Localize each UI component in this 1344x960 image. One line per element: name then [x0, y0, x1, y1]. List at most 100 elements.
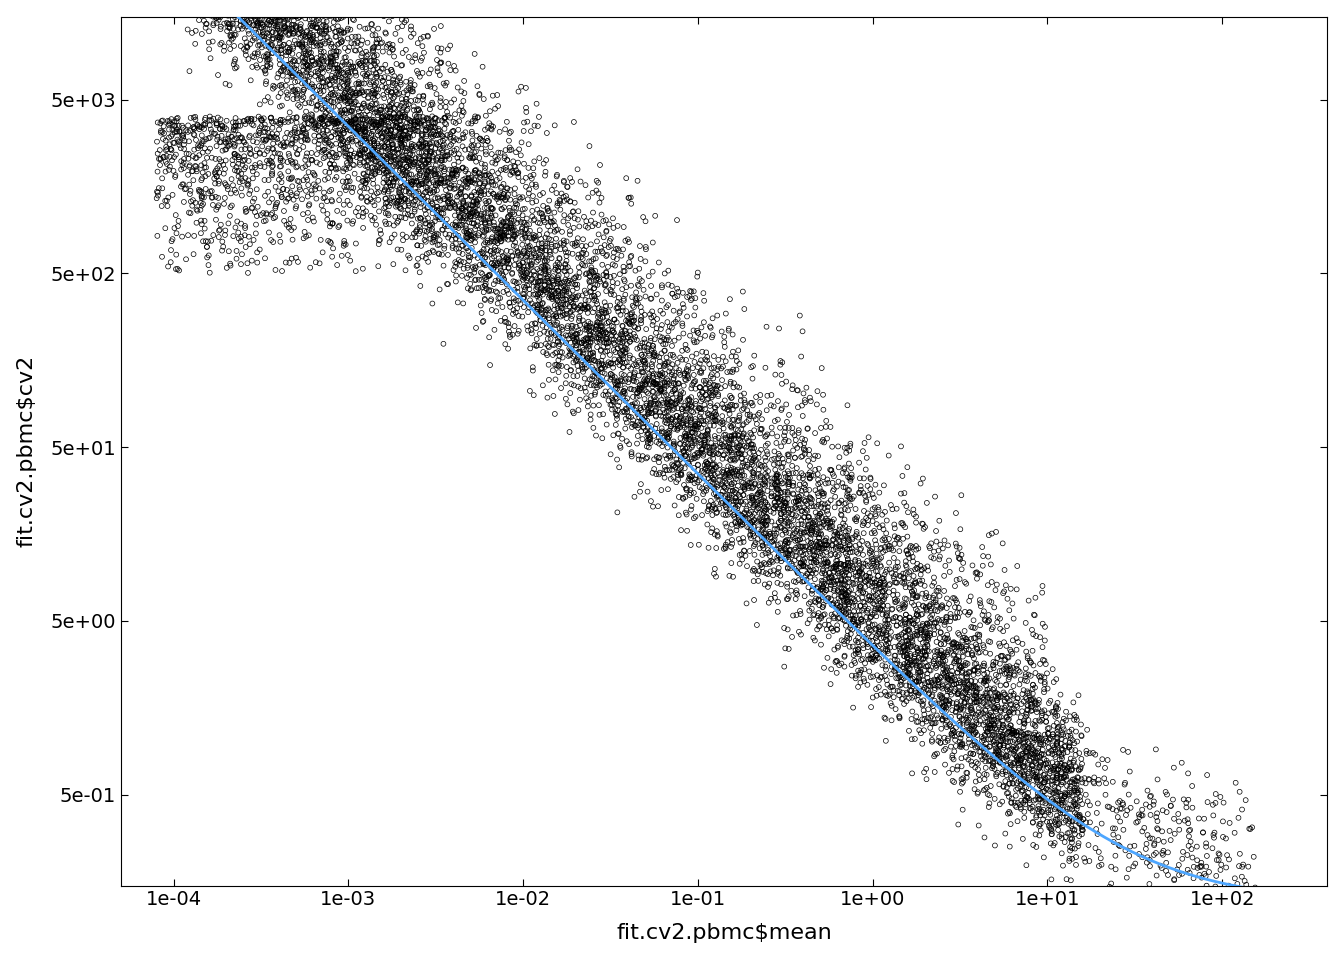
Point — [870, 626, 891, 641]
Point — [312, 70, 333, 85]
Point — [1062, 835, 1083, 851]
Point — [257, 46, 278, 61]
Point — [473, 284, 495, 300]
Point — [602, 250, 624, 265]
Point — [409, 145, 430, 160]
Point — [1047, 708, 1068, 724]
Point — [224, 10, 246, 25]
Point — [700, 396, 722, 411]
Point — [644, 348, 665, 363]
Point — [633, 339, 655, 354]
Point — [677, 343, 699, 358]
Point — [840, 436, 862, 451]
Point — [624, 418, 645, 433]
Point — [703, 371, 724, 386]
Point — [855, 489, 876, 504]
Point — [304, 133, 325, 149]
Point — [270, 50, 292, 65]
Point — [304, 167, 325, 182]
Point — [371, 116, 392, 132]
Point — [401, 177, 422, 192]
Point — [821, 518, 843, 534]
Point — [785, 540, 806, 556]
Point — [1000, 755, 1021, 770]
Point — [398, 196, 419, 211]
Point — [745, 491, 766, 506]
Point — [358, 148, 379, 163]
Point — [484, 255, 505, 271]
Point — [957, 699, 978, 714]
Point — [856, 677, 878, 692]
Point — [634, 289, 656, 304]
Point — [165, 147, 187, 162]
Point — [573, 257, 594, 273]
Point — [343, 12, 364, 27]
Point — [271, 189, 293, 204]
Point — [419, 79, 441, 94]
Point — [309, 35, 331, 50]
Point — [620, 250, 641, 265]
Point — [719, 388, 741, 403]
Point — [527, 277, 548, 293]
Point — [504, 186, 526, 202]
Point — [845, 544, 867, 560]
Point — [892, 660, 914, 675]
Point — [612, 354, 633, 370]
Point — [409, 166, 430, 181]
Point — [999, 693, 1020, 708]
Point — [824, 581, 845, 596]
Point — [482, 246, 504, 261]
Point — [628, 383, 649, 398]
Point — [328, 90, 349, 106]
Point — [899, 610, 921, 625]
Point — [645, 467, 667, 482]
Point — [732, 488, 754, 503]
Point — [233, 154, 254, 169]
Point — [684, 475, 706, 491]
Point — [702, 388, 723, 403]
Point — [1030, 823, 1051, 838]
Point — [337, 174, 359, 189]
Point — [297, 132, 319, 147]
Point — [856, 568, 878, 584]
Point — [524, 232, 546, 248]
Point — [1025, 696, 1047, 711]
Point — [913, 599, 934, 614]
Point — [812, 432, 833, 447]
Point — [364, 164, 386, 180]
Point — [754, 516, 775, 531]
Point — [696, 353, 718, 369]
Point — [472, 229, 493, 245]
Point — [935, 719, 957, 734]
Point — [688, 400, 710, 416]
Point — [831, 589, 852, 605]
Point — [528, 263, 550, 278]
Point — [676, 364, 698, 379]
Point — [310, 110, 332, 126]
Point — [1005, 582, 1027, 597]
Point — [355, 142, 376, 157]
Point — [910, 625, 931, 640]
Point — [430, 127, 452, 142]
Point — [445, 163, 466, 179]
Point — [857, 601, 879, 616]
Point — [207, 5, 228, 20]
Point — [382, 136, 403, 152]
Point — [474, 250, 496, 265]
Point — [191, 157, 212, 173]
Point — [843, 560, 864, 575]
Point — [681, 420, 703, 436]
Point — [250, 110, 271, 126]
Point — [605, 345, 626, 360]
Point — [950, 737, 972, 753]
Point — [1005, 698, 1027, 713]
Point — [702, 410, 723, 425]
Point — [211, 234, 233, 250]
Point — [989, 621, 1011, 636]
Point — [407, 66, 429, 82]
Point — [972, 608, 993, 623]
Point — [489, 124, 511, 139]
Point — [480, 233, 501, 249]
Point — [1238, 889, 1259, 904]
Point — [591, 324, 613, 340]
